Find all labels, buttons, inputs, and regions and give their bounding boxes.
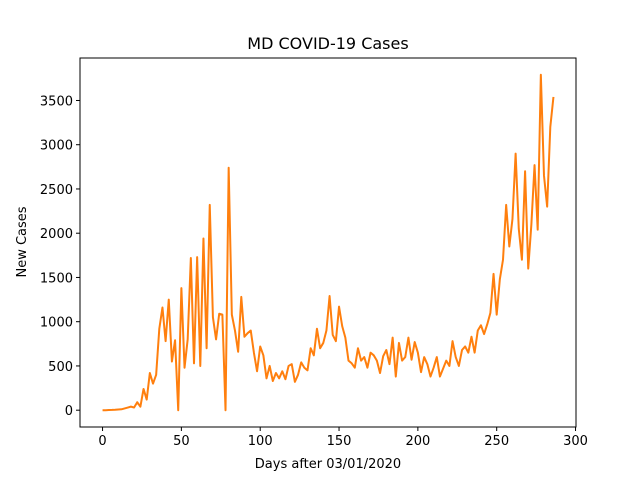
x-tick-label: 0: [98, 434, 106, 449]
y-tick-label: 1500: [40, 271, 73, 286]
plot-frame: [79, 57, 577, 428]
x-tick-label: 50: [173, 434, 190, 449]
y-tick-label: 3500: [40, 94, 73, 109]
x-tick-label: 250: [484, 434, 509, 449]
y-tick-label: 2000: [40, 227, 73, 242]
chart-title: MD COVID-19 Cases: [247, 34, 408, 53]
y-tick-label: 2500: [40, 183, 73, 198]
y-axis-label: New Cases: [15, 206, 30, 277]
x-tick-label: 200: [405, 434, 430, 449]
x-axis-label: Days after 03/01/2020: [255, 457, 401, 472]
y-tick-label: 3000: [40, 139, 73, 154]
x-tick-label: 300: [563, 434, 588, 449]
x-tick-label: 100: [248, 434, 273, 449]
y-tick-label: 0: [65, 404, 73, 419]
y-tick-label: 1000: [40, 316, 73, 331]
x-tick-label: 150: [327, 434, 352, 449]
data-line: [102, 73, 555, 412]
y-tick-label: 500: [48, 360, 73, 375]
